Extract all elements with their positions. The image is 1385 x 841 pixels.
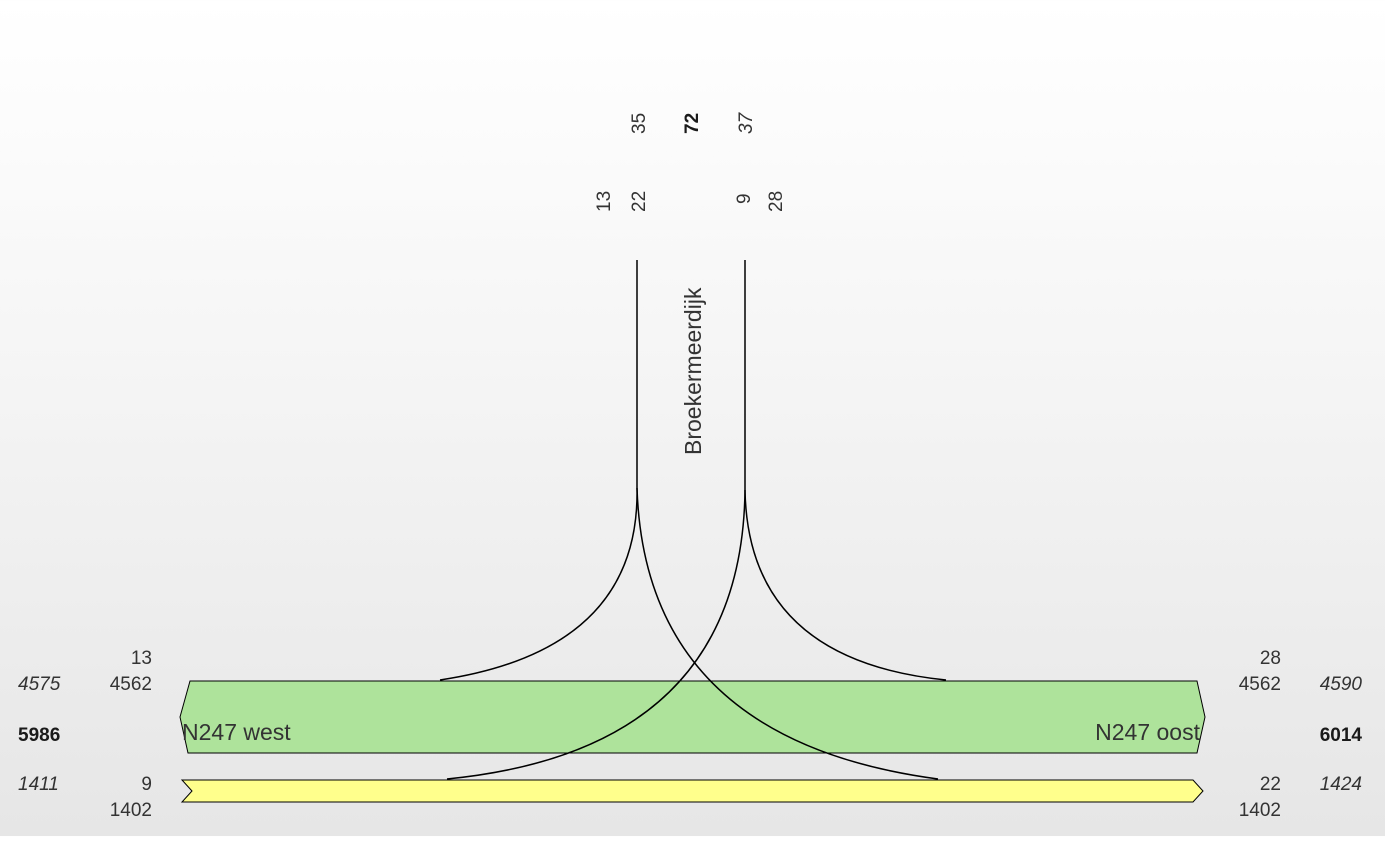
north-out-total: 37 — [736, 111, 757, 134]
east-main-turn: 28 — [1260, 648, 1281, 669]
north-in-left: 13 — [594, 191, 615, 212]
west-total: 5986 — [18, 725, 60, 746]
north-in-total: 35 — [629, 113, 650, 134]
flow-curve-east-to-north — [744, 489, 947, 681]
west-main-total: 4575 — [18, 674, 61, 695]
east-main-through: 4562 — [1239, 674, 1281, 695]
north-out-right: 28 — [766, 191, 787, 212]
east-main-total: 4590 — [1320, 674, 1363, 695]
north-in-right: 22 — [629, 191, 650, 212]
side-lane-band — [180, 779, 1204, 803]
north-out-left: 9 — [734, 193, 755, 204]
west-main-turn: 13 — [131, 648, 152, 669]
flow-curve-west-lower-to-north — [446, 489, 746, 780]
north-total: 72 — [682, 113, 703, 134]
east-side-turn: 22 — [1260, 774, 1281, 795]
west-side-total: 1411 — [18, 774, 59, 795]
main-road-band — [179, 680, 1206, 754]
east-total: 6014 — [1320, 725, 1363, 746]
east-road-name: N247 oost — [1095, 719, 1200, 745]
flow-curve-north-to-east-lower — [636, 487, 939, 780]
east-side-through: 1402 — [1239, 800, 1281, 821]
west-side-through: 1402 — [110, 800, 152, 821]
west-road-name: N247 west — [182, 719, 291, 745]
north-road-name: Broekermeerdijk — [680, 287, 706, 455]
flow-curve-north-to-west — [439, 487, 638, 681]
west-main-through: 4562 — [110, 674, 152, 695]
west-side-turn: 9 — [141, 774, 152, 795]
east-side-total: 1424 — [1320, 774, 1362, 795]
